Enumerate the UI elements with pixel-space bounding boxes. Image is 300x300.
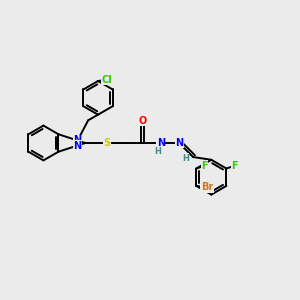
Text: H: H [182,154,189,163]
Text: Cl: Cl [102,75,112,85]
Text: Br: Br [201,182,213,192]
Text: F: F [232,161,238,171]
Text: N: N [74,136,82,146]
Text: F: F [201,161,208,171]
Text: H: H [154,147,161,156]
Text: O: O [139,116,147,126]
Text: N: N [175,138,183,148]
Text: N: N [157,138,165,148]
Text: S: S [103,138,111,148]
Text: N: N [74,140,82,151]
